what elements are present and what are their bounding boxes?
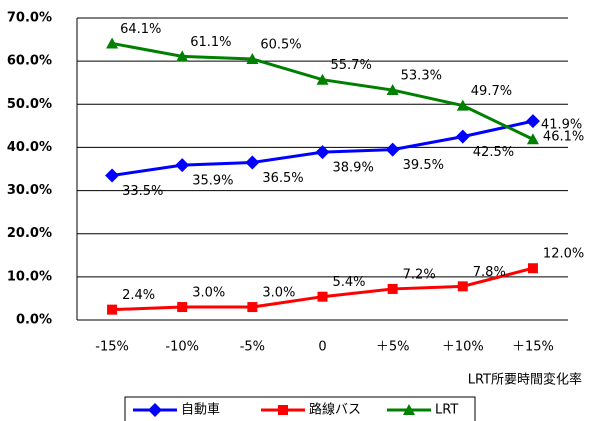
x-tick-label: ＋15%: [512, 340, 554, 355]
marker: [457, 281, 468, 292]
legend-label: 自動車: [181, 403, 220, 418]
data-label: 3.0%: [262, 286, 295, 301]
data-label: 41.9%: [541, 118, 582, 133]
legend-label: 路線バス: [309, 402, 361, 418]
data-label: 7.8%: [473, 265, 506, 280]
data-label: 60.5%: [260, 37, 301, 52]
data-label: 12.0%: [543, 247, 584, 262]
marker: [317, 291, 328, 302]
marker: [456, 99, 469, 111]
marker: [403, 404, 415, 415]
x-tick-label: 0: [318, 340, 326, 355]
data-label: 49.7%: [471, 84, 512, 99]
y-tick-label: 60.0%: [7, 54, 52, 69]
x-tick-label: ＋10%: [442, 340, 484, 355]
marker: [148, 403, 162, 417]
y-tick-label: 10.0%: [7, 269, 52, 284]
data-label: 5.4%: [333, 275, 366, 290]
x-tick-label: -10%: [165, 340, 199, 355]
marker: [386, 84, 399, 96]
marker: [105, 168, 120, 183]
marker: [526, 133, 539, 145]
y-tick-label: 0.0%: [16, 313, 52, 328]
data-label: 55.7%: [331, 58, 372, 73]
marker: [107, 304, 118, 315]
marker: [247, 302, 258, 313]
data-label: 39.5%: [403, 158, 444, 173]
y-tick-label: 70.0%: [7, 11, 52, 26]
data-label: 35.9%: [192, 174, 233, 189]
data-label: 46.1%: [543, 130, 584, 145]
x-tick-label: -15%: [95, 340, 129, 355]
y-tick-label: 30.0%: [7, 183, 52, 198]
x-tick-label: -5%: [240, 340, 265, 355]
data-label: 64.1%: [120, 22, 161, 37]
data-label: 33.5%: [122, 184, 163, 199]
marker: [278, 405, 288, 415]
marker: [525, 114, 540, 129]
data-label: 42.5%: [473, 145, 514, 160]
marker: [177, 302, 188, 313]
y-tick-label: 20.0%: [7, 226, 52, 241]
y-tick-label: 40.0%: [7, 140, 52, 155]
x-axis-title: LRT所要時間変化率: [468, 372, 582, 388]
legend-label: LRT: [435, 403, 458, 418]
y-tick-label: 50.0%: [7, 97, 52, 112]
marker: [385, 142, 400, 157]
marker: [316, 73, 329, 85]
marker: [106, 37, 119, 49]
marker: [387, 283, 398, 294]
marker: [315, 145, 330, 160]
marker: [245, 155, 260, 170]
data-label: 7.2%: [403, 267, 436, 282]
marker: [527, 263, 538, 274]
data-label: 38.9%: [333, 161, 374, 176]
series-line: [112, 266, 534, 312]
marker: [176, 50, 189, 62]
data-label: 3.0%: [192, 286, 225, 301]
data-label: 53.3%: [401, 69, 442, 84]
marker: [455, 129, 470, 144]
x-tick-label: ＋5%: [376, 340, 410, 355]
marker: [246, 52, 259, 64]
marker: [175, 158, 190, 173]
data-label: 36.5%: [262, 171, 303, 186]
data-label: 2.4%: [122, 288, 155, 303]
data-label: 61.1%: [190, 35, 231, 50]
